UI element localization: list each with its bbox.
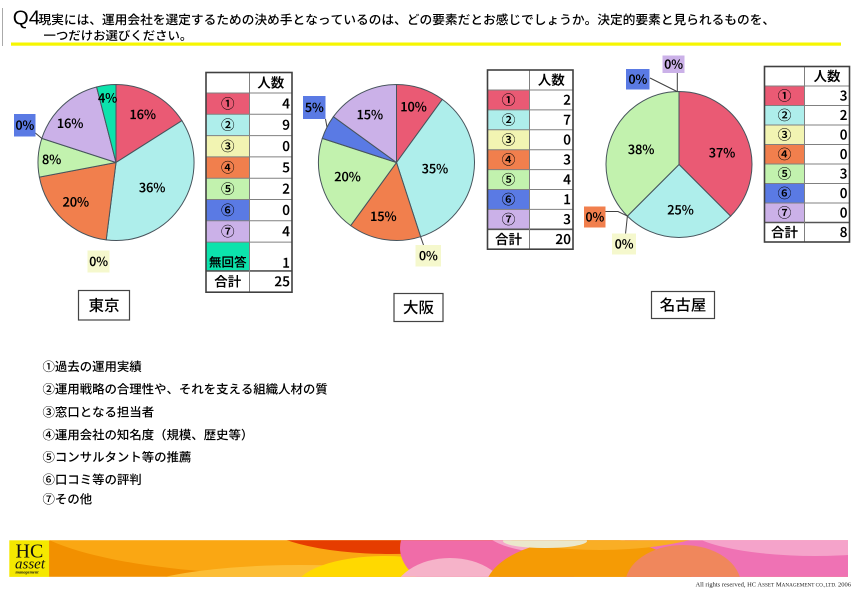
svg-text:Q4: Q4 xyxy=(13,6,40,29)
svg-text:All rights reserved, HC ASSET: All rights reserved, HC ASSET MANAGEMENT… xyxy=(695,582,851,589)
svg-text:HC: HC xyxy=(16,541,44,563)
svg-text:asset: asset xyxy=(15,557,46,573)
svg-text:management: management xyxy=(16,570,40,575)
